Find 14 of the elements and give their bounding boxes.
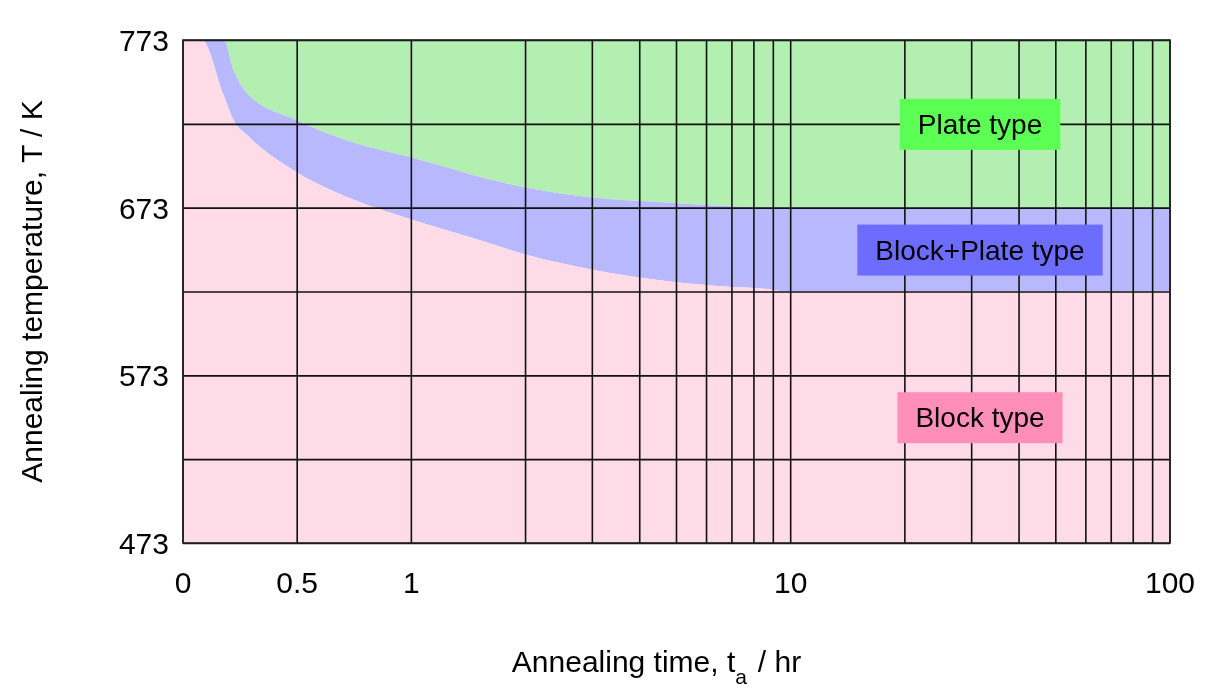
y-tick-label: 773 bbox=[118, 24, 169, 57]
series-label: Plate type bbox=[917, 108, 1043, 140]
y-tick-label: 573 bbox=[118, 359, 169, 393]
x-axis-title: Annealing time, t$_{a}$ / hr bbox=[511, 645, 802, 688]
x-tick-label: 1 bbox=[403, 566, 420, 599]
y-tick-label: 673 bbox=[118, 191, 169, 225]
x-tick-label: 0 bbox=[174, 566, 192, 599]
y-tick-label: 473 bbox=[118, 527, 169, 560]
x-tick-label: 0.5 bbox=[276, 566, 319, 599]
x-tick-label: 100 bbox=[1144, 566, 1196, 599]
series-label: Block+Plate type bbox=[875, 234, 1085, 266]
y-axis-title: Annealing temperature, T / K bbox=[15, 100, 48, 483]
series-label: Block type bbox=[915, 402, 1045, 434]
x-tick-label: 10 bbox=[774, 566, 808, 599]
